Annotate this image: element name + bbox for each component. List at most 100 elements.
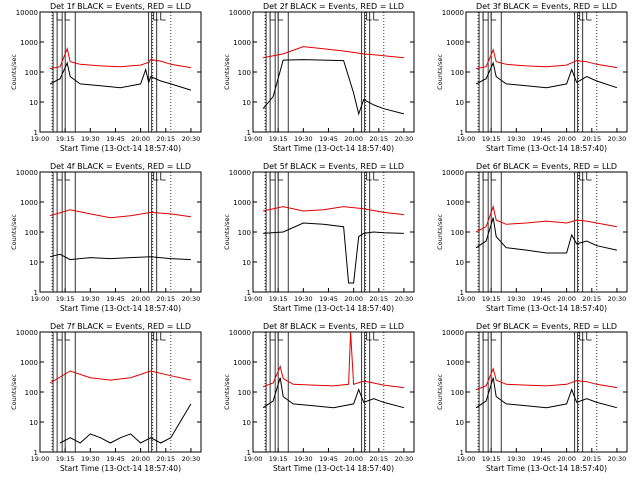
plot-panel-2: Det 2f BLACK = Events, RED = LLD 1 10 100 10…	[223, 2, 415, 153]
y-tick-label: 10000	[229, 329, 251, 337]
plot-title: Det 7f BLACK = Events, RED = LLD	[50, 322, 191, 331]
series-line-lld	[262, 206, 404, 216]
flag-marker	[586, 172, 592, 181]
flag-marker	[366, 332, 372, 341]
y-axis-label: Counts/sec	[436, 54, 444, 90]
x-tick-label: 19:15	[269, 295, 288, 303]
x-tick-label: 20:15	[369, 135, 388, 143]
y-axis-label: Counts/sec	[10, 374, 18, 410]
plot-frame	[39, 331, 202, 453]
y-tick-label: 10	[242, 99, 251, 107]
flag-marker	[490, 12, 497, 21]
y-axis-label: Counts/sec	[10, 54, 18, 90]
plot-panel-3: Det 3f BLACK = Events, RED = LLD 1 10 100 10…	[436, 2, 628, 153]
plot-title: Det 1f BLACK = Events, RED = LLD	[50, 2, 191, 11]
y-tick-label: 1000	[233, 359, 251, 367]
x-axis-label: Start Time (13-Oct-14 18:57:40)	[273, 464, 394, 473]
series-line-lld	[262, 331, 404, 389]
x-tick-label: 19:30	[81, 295, 100, 303]
x-tick-label: 19:00	[244, 295, 263, 303]
plot-title: Det 8f BLACK = Events, RED = LLD	[263, 322, 404, 331]
x-tick-label: 20:00	[557, 295, 576, 303]
series-line-events	[49, 61, 192, 91]
series-line-events	[59, 403, 192, 444]
x-tick-label: 19:15	[482, 295, 501, 303]
x-tick-label: 20:00	[344, 295, 363, 303]
x-tick-label: 19:15	[56, 135, 75, 143]
x-tick-label: 20:30	[395, 295, 414, 303]
flag-marker	[482, 332, 489, 341]
y-tick-label: 10000	[442, 329, 464, 337]
y-tick-label: 10000	[229, 169, 251, 177]
y-axis-label: Counts/sec	[436, 374, 444, 410]
x-tick-label: 19:00	[31, 455, 50, 463]
y-tick-label: 1	[460, 129, 464, 137]
series-line-events	[262, 59, 405, 116]
series-line-lld	[49, 370, 192, 384]
y-tick-label: 10	[29, 419, 38, 427]
x-tick-label: 19:45	[106, 135, 125, 143]
flag-marker	[579, 332, 585, 341]
x-tick-label: 20:15	[156, 135, 175, 143]
plot-panel-4: Det 4f BLACK = Events, RED = LLD 1 10 100 10…	[10, 162, 202, 313]
plot-panel-7: Det 7f BLACK = Events, RED = LLD 1 10 100 10…	[10, 322, 202, 473]
y-tick-label: 1	[247, 129, 251, 137]
x-tick-label: 19:45	[319, 295, 338, 303]
x-tick-label: 19:15	[482, 455, 501, 463]
series-line-events	[475, 377, 618, 409]
x-tick-label: 20:15	[582, 135, 601, 143]
series-line-events	[475, 61, 618, 89]
flag-marker	[366, 12, 372, 21]
plot-title: Det 9f BLACK = Events, RED = LLD	[476, 322, 617, 331]
x-axis-label: Start Time (13-Oct-14 18:57:40)	[273, 144, 394, 153]
flag-marker	[269, 12, 276, 21]
flag-marker	[277, 12, 284, 21]
flag-marker	[277, 332, 284, 341]
flag-marker	[277, 172, 284, 181]
y-tick-label: 10	[29, 259, 38, 267]
y-tick-label: 1000	[20, 199, 38, 207]
y-axis-label: Counts/sec	[223, 374, 231, 410]
y-axis-label: Counts/sec	[10, 214, 18, 250]
series-line-lld	[50, 47, 191, 70]
y-tick-label: 1000	[20, 39, 38, 47]
flag-marker	[160, 172, 166, 181]
y-tick-label: 10	[455, 259, 464, 267]
x-tick-label: 19:00	[31, 135, 50, 143]
x-tick-label: 19:30	[294, 455, 313, 463]
x-tick-label: 19:00	[457, 455, 476, 463]
plot-panel-1: Det 1f BLACK = Events, RED = LLD 1 10 100 10…	[10, 2, 202, 153]
y-tick-label: 10	[242, 419, 251, 427]
x-tick-label: 19:30	[81, 135, 100, 143]
x-tick-label: 19:00	[31, 295, 50, 303]
x-tick-label: 20:15	[582, 455, 601, 463]
y-tick-label: 1	[34, 289, 38, 297]
y-tick-label: 1000	[233, 39, 251, 47]
flag-marker	[373, 172, 379, 181]
flag-marker	[586, 12, 592, 21]
flag-marker	[586, 332, 592, 341]
series-line-events	[49, 253, 191, 261]
x-tick-label: 19:45	[319, 135, 338, 143]
series-line-lld	[263, 46, 404, 59]
y-tick-label: 10000	[442, 169, 464, 177]
x-axis-label: Start Time (13-Oct-14 18:57:40)	[486, 144, 607, 153]
flag-marker	[64, 172, 71, 181]
y-tick-label: 100	[451, 389, 464, 397]
plot-frame	[465, 331, 628, 453]
flag-marker	[482, 172, 489, 181]
x-axis-label: Start Time (13-Oct-14 18:57:40)	[273, 304, 394, 313]
x-axis-label: Start Time (13-Oct-14 18:57:40)	[60, 464, 181, 473]
flag-marker	[153, 12, 159, 21]
x-tick-label: 20:15	[369, 455, 388, 463]
y-tick-label: 1000	[20, 359, 38, 367]
y-tick-label: 1000	[446, 199, 464, 207]
y-tick-label: 10	[29, 99, 38, 107]
x-tick-label: 19:00	[457, 295, 476, 303]
flag-marker	[579, 172, 585, 181]
y-tick-label: 10000	[16, 329, 38, 337]
flag-marker	[269, 332, 276, 341]
x-axis-label: Start Time (13-Oct-14 18:57:40)	[486, 464, 607, 473]
x-tick-label: 19:30	[507, 135, 526, 143]
x-tick-label: 20:00	[344, 135, 363, 143]
